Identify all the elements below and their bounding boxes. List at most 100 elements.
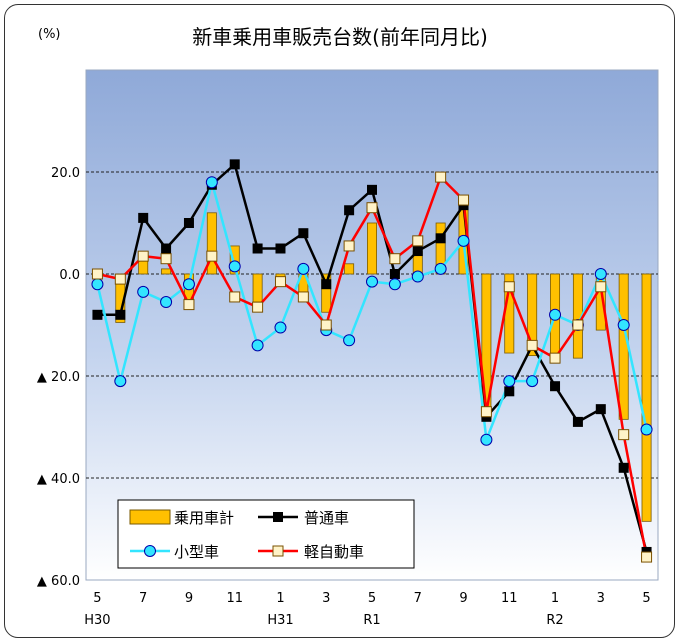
point-kei (549, 352, 561, 364)
point-kei (206, 250, 218, 262)
x-tick-label: 3 (322, 591, 330, 606)
x-tick-label: 3 (597, 591, 605, 606)
point-futsu (183, 218, 194, 228)
point-futsu (572, 416, 583, 427)
unit-label: (%) (38, 27, 61, 42)
bar (527, 273, 538, 356)
point-kogata (594, 268, 607, 280)
point-kei (297, 291, 309, 303)
point-futsu (298, 228, 309, 239)
legend-marker-futsu (273, 512, 283, 522)
legend-label-kei: 軽自動車 (304, 543, 364, 561)
point-kogata (366, 275, 378, 288)
point-kogata (160, 296, 173, 309)
point-kei (435, 171, 447, 183)
point-kei (618, 429, 630, 441)
point-futsu (435, 233, 446, 244)
chart-title: 新車乗用車販売台数(前年同月比) (192, 25, 488, 49)
point-futsu (115, 309, 126, 320)
point-kei (160, 253, 172, 265)
point-kogata (297, 262, 310, 275)
point-futsu (229, 159, 240, 170)
y-tick-label: 0.0 (59, 268, 80, 283)
point-futsu (321, 279, 332, 290)
point-kei (114, 273, 126, 285)
point-kei (595, 281, 607, 293)
point-kogata (480, 433, 493, 446)
x-tick-label: 5 (93, 591, 101, 606)
point-kei (458, 194, 470, 206)
x-tick-label: 7 (414, 591, 422, 606)
plot-area (85, 69, 659, 581)
legend-swatch-bar (129, 509, 171, 525)
point-kei (229, 291, 241, 303)
point-kei (137, 250, 149, 262)
point-kogata (434, 262, 447, 275)
x-tick-label: 11 (501, 591, 518, 606)
point-futsu (504, 386, 515, 397)
point-kei (252, 301, 264, 313)
point-futsu (344, 205, 355, 216)
era-label: R2 (546, 613, 563, 628)
bar (321, 273, 332, 313)
point-futsu (595, 404, 606, 415)
line-series (91, 159, 653, 563)
point-kogata (503, 375, 516, 388)
bar (618, 273, 629, 420)
x-tick-label: 9 (185, 591, 193, 606)
x-tick-label: 1 (276, 591, 284, 606)
point-kei (274, 276, 286, 288)
point-kei (91, 268, 103, 280)
bar (206, 212, 217, 275)
point-kogata (411, 270, 424, 283)
point-kei (641, 551, 653, 563)
legend-label-total: 乗用車計 (174, 509, 234, 527)
point-kogata (182, 278, 195, 291)
point-kogata (274, 321, 287, 334)
point-futsu (161, 243, 172, 254)
x-tick-label: 9 (459, 591, 467, 606)
point-kogata (388, 278, 401, 291)
x-tick-label: 5 (642, 591, 650, 606)
era-label: H30 (84, 613, 110, 628)
bar (641, 273, 652, 522)
point-kogata (205, 176, 218, 189)
point-kei (366, 202, 378, 214)
point-kei (320, 319, 332, 331)
point-kei (343, 240, 355, 252)
legend-marker-kei (272, 545, 284, 557)
legend: 乗用車計 普通車 小型車 軽自動車 (117, 499, 415, 569)
point-kogata (91, 278, 104, 291)
bar (367, 222, 377, 275)
y-tick-label: ▲ 60.0 (37, 574, 80, 589)
point-futsu (412, 246, 423, 257)
bar (161, 268, 172, 275)
point-futsu (252, 243, 263, 254)
legend-label-futsu: 普通車 (304, 509, 349, 527)
point-futsu (138, 212, 149, 223)
point-kei (480, 406, 492, 418)
bar (229, 245, 240, 275)
point-kei (412, 235, 424, 247)
x-tick-label: 11 (226, 591, 243, 606)
point-kei (389, 253, 401, 265)
point-futsu (618, 462, 629, 473)
x-tick-label: 1 (551, 591, 559, 606)
point-kogata (343, 334, 356, 347)
y-tick-label: ▲ 40.0 (37, 472, 80, 487)
point-kogata (457, 234, 470, 247)
point-kogata (617, 319, 630, 331)
y-tick-label: ▲ 20.0 (37, 370, 80, 385)
point-kogata (137, 285, 150, 298)
point-futsu (550, 381, 561, 392)
point-futsu (275, 243, 286, 254)
point-kogata (526, 375, 539, 388)
x-tick-label: 5 (368, 591, 376, 606)
y-tick-label: 20.0 (51, 166, 80, 181)
point-futsu (367, 184, 377, 195)
point-kei (526, 339, 538, 351)
era-label: R1 (363, 613, 380, 628)
point-futsu (92, 309, 103, 320)
point-kogata (228, 260, 241, 273)
